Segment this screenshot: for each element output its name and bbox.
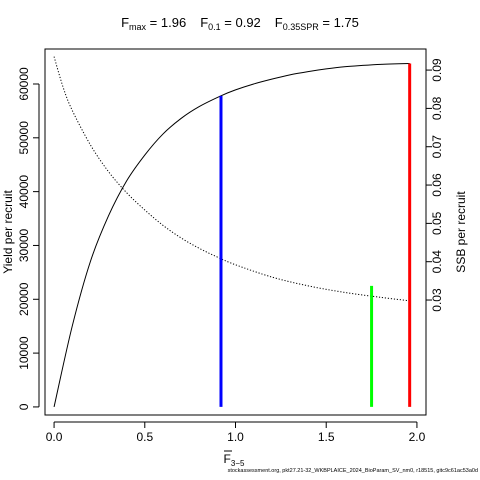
- x-axis: 0.0 0.5 1.0 1.5 2.0: [46, 421, 426, 444]
- title-part-value: = 1.96: [146, 15, 186, 30]
- title-part-2: F: [275, 15, 283, 30]
- reference-lines: [219, 63, 412, 407]
- y-right-tick-label: 0.03: [430, 288, 444, 312]
- title-part-0: F: [121, 15, 129, 30]
- y-axis-left-label: Yield per recruit: [1, 190, 15, 274]
- series-layer: [53, 56, 410, 408]
- y-axis-right-label: SSB per recruit: [454, 191, 468, 273]
- y-axis-right: 0.03 0.04 0.05 0.06 0.07 0.08 0.09: [425, 58, 444, 312]
- y-left-tick-label: 60000: [17, 67, 31, 101]
- y-axis-left: 0 10000 20000 30000 40000 50000 60000: [17, 67, 40, 410]
- y-right-tick-label: 0.07: [430, 135, 444, 159]
- title-part-value: = 1.75: [319, 15, 359, 30]
- title-part-sub: 0.1: [208, 22, 221, 32]
- y-left-tick-label: 10000: [17, 336, 31, 370]
- y-right-tick-label: 0.06: [430, 173, 444, 197]
- y-right-tick-label: 0.05: [430, 211, 444, 235]
- footer-source: stockassessment.org, pkt27.21-32_WKBPLAI…: [228, 468, 478, 474]
- x-label-sub: 3−5: [231, 459, 245, 468]
- x-tick-label: 1.0: [227, 430, 244, 444]
- yield-per-recruit-line: [53, 63, 410, 408]
- y-left-tick-label: 20000: [17, 282, 31, 316]
- title-part-1: F: [200, 15, 208, 30]
- y-right-tick-label: 0.09: [430, 58, 444, 82]
- x-axis-label: F3−5: [224, 450, 245, 468]
- x-tick-label: 0.0: [46, 430, 63, 444]
- y-left-tick-label: 40000: [17, 175, 31, 209]
- title-text: Fmax = 1.96 F0.1 = 0.92 F0.35SPR = 1.75: [121, 15, 359, 32]
- x-label-symbol: F: [224, 452, 231, 466]
- ssb-per-recruit-line: [53, 56, 410, 302]
- title-part-sub: max: [129, 22, 147, 32]
- chart-title: Fmax = 1.96 F0.1 = 0.92 F0.35SPR = 1.75: [121, 15, 359, 32]
- title-part-value: = 0.92: [221, 15, 261, 30]
- x-tick-label: 1.5: [318, 430, 335, 444]
- y-right-tick-label: 0.04: [430, 250, 444, 274]
- y-right-tick-label: 0.08: [430, 96, 444, 120]
- x-label-text: F3−5: [224, 452, 245, 468]
- x-tick-label: 2.0: [409, 430, 426, 444]
- title-part-sub: 0.35SPR: [283, 22, 320, 32]
- y-left-tick-label: 30000: [17, 228, 31, 262]
- plot-frame: [44, 48, 427, 416]
- y-left-tick-label: 0: [17, 403, 31, 410]
- x-tick-label: 0.5: [136, 430, 153, 444]
- y-left-tick-label: 50000: [17, 121, 31, 155]
